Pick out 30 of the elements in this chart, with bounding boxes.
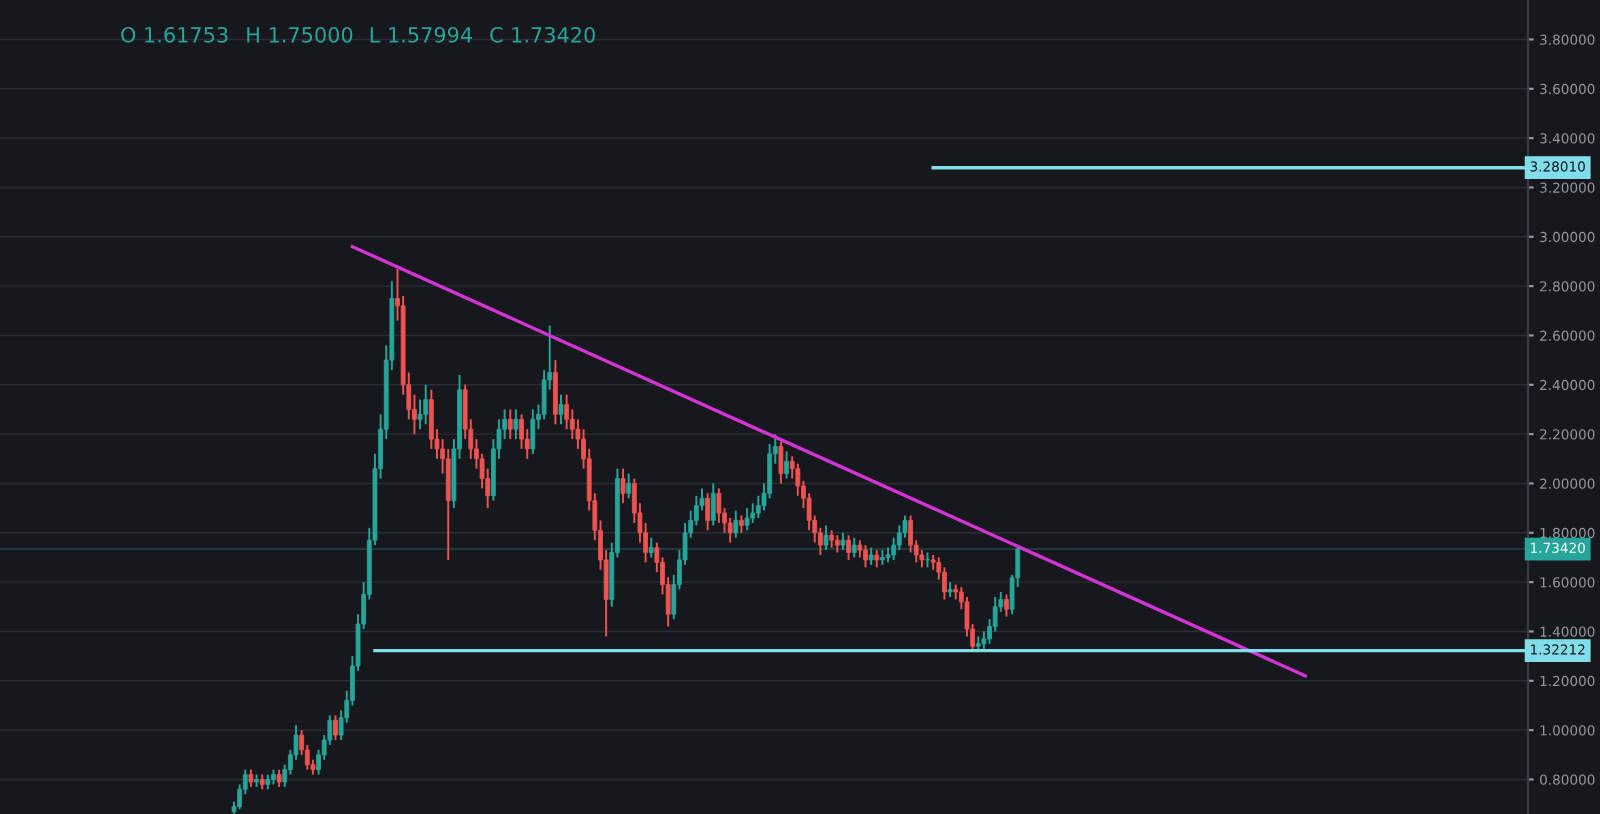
candlestick bbox=[423, 383, 429, 426]
candlestick bbox=[784, 450, 789, 480]
candlestick bbox=[626, 472, 632, 500]
candlestick bbox=[445, 447, 451, 561]
candlestick bbox=[846, 534, 851, 561]
candlestick bbox=[564, 393, 570, 431]
candlestick bbox=[620, 467, 626, 505]
candlestick bbox=[778, 440, 784, 485]
candlestick bbox=[1004, 593, 1009, 618]
candlestick bbox=[513, 408, 519, 441]
candlestick bbox=[705, 492, 711, 532]
candlestick bbox=[733, 509, 739, 539]
candlestick bbox=[530, 408, 536, 455]
candlestick bbox=[710, 482, 716, 527]
annotation: L 1.57994 bbox=[370, 26, 472, 43]
annotation: H 1.75000 bbox=[247, 26, 353, 43]
candlestick bbox=[552, 359, 558, 426]
candlestick bbox=[851, 536, 857, 559]
annotation: O 1.61753 bbox=[121, 26, 228, 43]
candlestick bbox=[750, 502, 756, 524]
candlestick bbox=[744, 507, 750, 532]
candlestick bbox=[648, 536, 654, 559]
candlestick bbox=[896, 524, 902, 552]
candlestick bbox=[863, 544, 868, 569]
candlestick bbox=[507, 408, 513, 441]
candlestick bbox=[333, 714, 338, 741]
candlestick bbox=[558, 393, 564, 426]
candlestick bbox=[908, 514, 913, 554]
candlestick bbox=[823, 524, 829, 552]
annotation: C 1.73420 bbox=[490, 26, 595, 43]
